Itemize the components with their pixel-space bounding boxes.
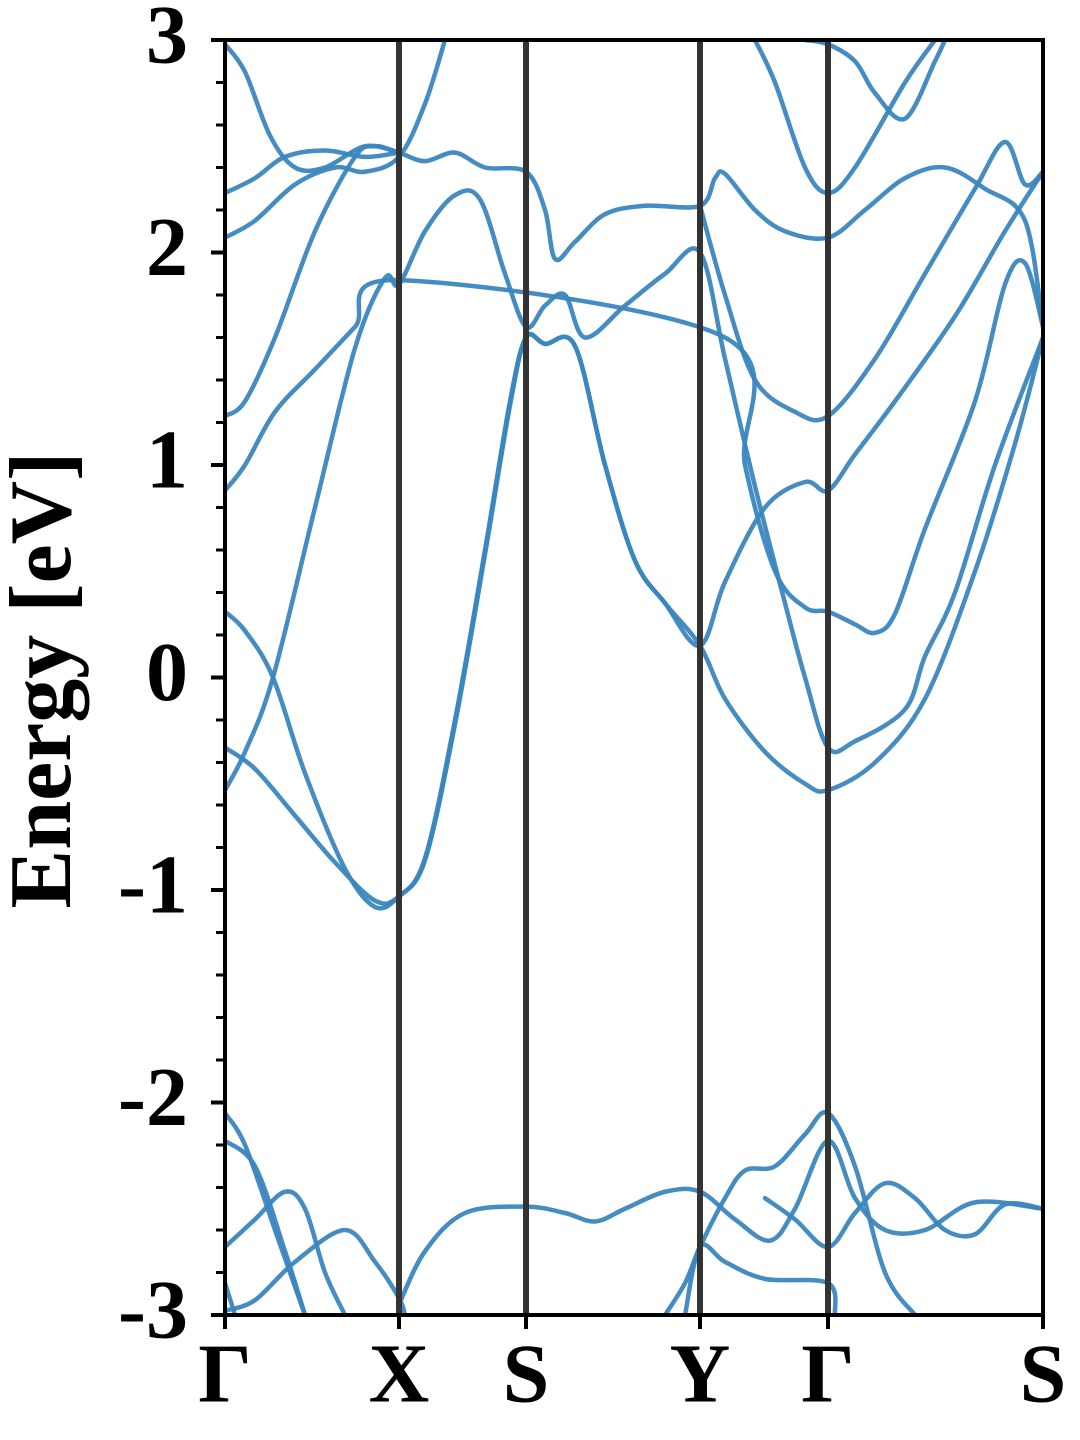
y-tick-label: -3 bbox=[118, 1263, 188, 1356]
y-tick-label: 3 bbox=[146, 0, 188, 81]
x-tick-label: S bbox=[503, 1327, 550, 1420]
band-line bbox=[225, 1110, 308, 1315]
band-line bbox=[396, 1138, 1043, 1307]
band-line bbox=[225, 148, 402, 196]
x-tick-label: X bbox=[369, 1327, 430, 1420]
band-line bbox=[697, 139, 1043, 423]
band-line bbox=[225, 331, 1043, 911]
y-tick-label: 1 bbox=[146, 413, 188, 506]
y-tick-label: -1 bbox=[118, 838, 188, 931]
y-tick-label: -2 bbox=[118, 1051, 188, 1144]
y-tick-label: 2 bbox=[146, 201, 188, 294]
x-tick-label: S bbox=[1020, 1327, 1067, 1420]
x-tick-label: Γ bbox=[801, 1327, 854, 1420]
band-line bbox=[225, 1138, 308, 1315]
band-line bbox=[225, 258, 1043, 636]
plot-area bbox=[225, 40, 1043, 1315]
band-line bbox=[762, 1180, 1043, 1250]
band-line bbox=[682, 1242, 838, 1315]
band-line bbox=[225, 1189, 348, 1315]
band-line bbox=[225, 40, 448, 240]
y-axis-label: Energy [eV] bbox=[0, 452, 90, 909]
band-line bbox=[225, 188, 1043, 793]
band-line bbox=[225, 42, 402, 174]
x-tick-label: Y bbox=[670, 1327, 731, 1420]
x-tick-label: Γ bbox=[198, 1327, 251, 1420]
y-tick-label: 0 bbox=[146, 626, 188, 719]
